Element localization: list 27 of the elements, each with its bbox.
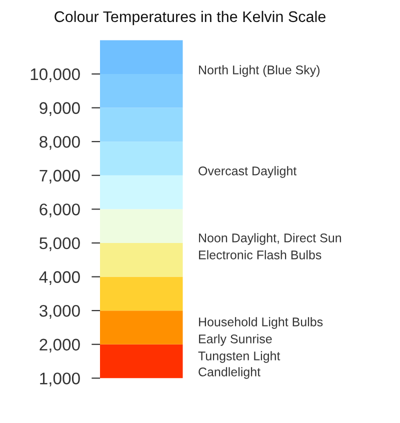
- y-tick-label: 9,000: [40, 102, 80, 116]
- bar: [100, 40, 183, 74]
- y-tick-label: 8,000: [40, 136, 80, 150]
- text: Household Light Bulbs: [199, 317, 323, 329]
- text: Tungsten Light: [198, 351, 280, 363]
- bar: [100, 276, 183, 311]
- y-tick-label: 4,000: [39, 271, 80, 285]
- text: Overcast Daylight: [198, 166, 297, 178]
- bar: [100, 74, 183, 108]
- y-tick-label: 10,000: [30, 68, 80, 82]
- text: North Light (Blue Sky): [199, 65, 320, 77]
- text: Candlelight: [198, 367, 260, 379]
- bar: [100, 209, 183, 243]
- y-tick-label: 2,000: [40, 338, 80, 353]
- text: Noon Daylight, Direct Sun: [199, 233, 342, 245]
- y-tick-label: 1,000: [40, 372, 80, 386]
- chart-title: Colour Temperatures in the Kelvin Scale: [54, 10, 326, 26]
- y-tick-label: 6,000: [40, 204, 80, 218]
- y-tick-label: 3,000: [39, 304, 80, 319]
- text: Early Sunrise: [199, 334, 272, 346]
- bar: [100, 108, 183, 142]
- bar: [100, 175, 183, 210]
- bar: [100, 242, 183, 277]
- y-tick-label: 7,000: [40, 170, 80, 184]
- text: Electronic Flash Bulbs: [199, 250, 322, 260]
- bar: [100, 142, 183, 176]
- y-tick-label: 5,000: [40, 237, 80, 252]
